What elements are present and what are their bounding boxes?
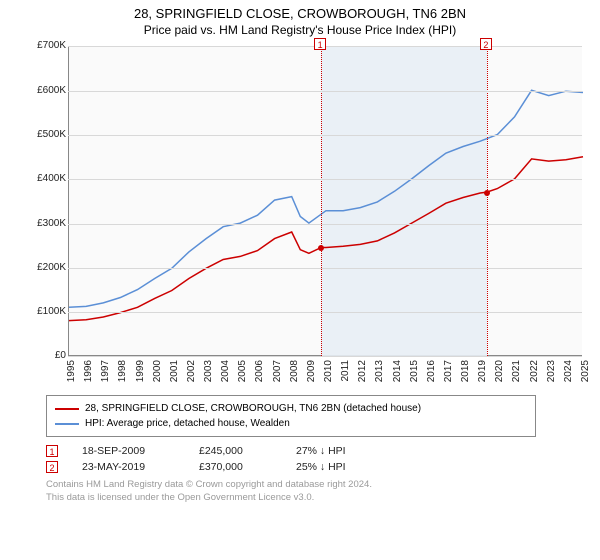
- x-tick-label: 2025: [581, 360, 600, 382]
- sale-row: 2 23-MAY-2019 £370,000 25% ↓ HPI: [46, 461, 590, 473]
- title-area: 28, SPRINGFIELD CLOSE, CROWBOROUGH, TN6 …: [0, 0, 600, 40]
- y-tick-label: £300K: [30, 219, 66, 229]
- series-line: [69, 91, 583, 308]
- chart-area: £0£100K£200K£300K£400K£500K£600K£700K199…: [30, 46, 590, 391]
- y-gridline: [68, 224, 582, 225]
- y-gridline: [68, 312, 582, 313]
- y-tick-label: £700K: [30, 41, 66, 51]
- legend-item: 28, SPRINGFIELD CLOSE, CROWBOROUGH, TN6 …: [55, 401, 527, 416]
- attribution-line2: This data is licensed under the Open Gov…: [46, 492, 590, 504]
- y-gridline: [68, 268, 582, 269]
- legend-label: HPI: Average price, detached house, Weal…: [85, 416, 290, 431]
- sale-marker-box: 1: [314, 38, 326, 50]
- series-line: [69, 157, 583, 321]
- sale-marker-dot: [318, 245, 324, 251]
- sale-marker-dot: [484, 190, 490, 196]
- sale-pct: 27% ↓ HPI: [296, 445, 386, 457]
- y-gridline: [68, 356, 582, 357]
- sale-price: £370,000: [199, 461, 274, 473]
- y-tick-label: £400K: [30, 174, 66, 184]
- y-tick-label: £0: [30, 351, 66, 361]
- plot-area: [68, 46, 582, 356]
- y-gridline: [68, 135, 582, 136]
- y-tick-label: £200K: [30, 263, 66, 273]
- legend-swatch: [55, 423, 79, 425]
- sales-table: 1 18-SEP-2009 £245,000 27% ↓ HPI 2 23-MAY-201…: [46, 445, 590, 473]
- chart-title: 28, SPRINGFIELD CLOSE, CROWBOROUGH, TN6 …: [0, 6, 600, 23]
- attribution-line1: Contains HM Land Registry data © Crown c…: [46, 479, 590, 491]
- legend-box: 28, SPRINGFIELD CLOSE, CROWBOROUGH, TN6 …: [46, 395, 536, 437]
- y-gridline: [68, 91, 582, 92]
- sale-date: 23-MAY-2019: [82, 461, 177, 473]
- sale-marker-box: 2: [480, 38, 492, 50]
- attribution: Contains HM Land Registry data © Crown c…: [46, 479, 590, 504]
- sale-pct: 25% ↓ HPI: [296, 461, 386, 473]
- sale-row-marker: 2: [46, 461, 58, 473]
- legend-label: 28, SPRINGFIELD CLOSE, CROWBOROUGH, TN6 …: [85, 401, 421, 416]
- sale-row-marker: 1: [46, 445, 58, 457]
- chart-subtitle: Price paid vs. HM Land Registry's House …: [0, 23, 600, 39]
- legend-swatch: [55, 408, 79, 410]
- y-tick-label: £500K: [30, 130, 66, 140]
- sale-date: 18-SEP-2009: [82, 445, 177, 457]
- sale-marker-vline: [487, 46, 488, 356]
- legend-item: HPI: Average price, detached house, Weal…: [55, 416, 527, 431]
- sale-price: £245,000: [199, 445, 274, 457]
- chart-container: 28, SPRINGFIELD CLOSE, CROWBOROUGH, TN6 …: [0, 0, 600, 560]
- plot-svg: [69, 46, 583, 356]
- y-tick-label: £600K: [30, 86, 66, 96]
- y-tick-label: £100K: [30, 307, 66, 317]
- y-gridline: [68, 179, 582, 180]
- sale-marker-vline: [321, 46, 322, 356]
- sale-row: 1 18-SEP-2009 £245,000 27% ↓ HPI: [46, 445, 590, 457]
